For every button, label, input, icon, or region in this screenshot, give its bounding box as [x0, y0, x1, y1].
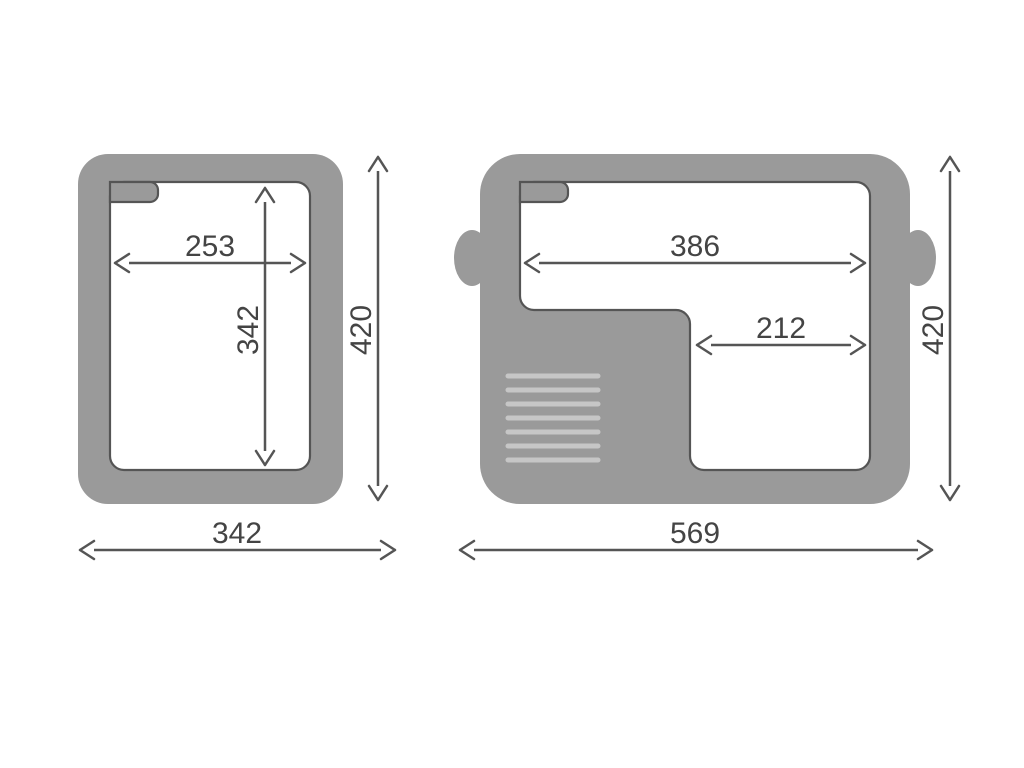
dim-right-inner-bottom-width-label: 212: [756, 312, 806, 345]
dim-left-inner-width-label: 253: [185, 230, 235, 263]
dim-left-outer-height-label: 420: [345, 305, 378, 355]
dim-right-outer-height-label: 420: [917, 305, 950, 355]
left-inner-notch: [110, 182, 158, 202]
left-inner-compartment: [110, 182, 310, 470]
dim-left-outer-width-label: 342: [212, 517, 262, 550]
vent-lines: [508, 376, 598, 460]
dim-right-inner-top-width-label: 386: [670, 230, 720, 263]
left-figure: [78, 154, 343, 504]
right-figure: [454, 154, 936, 504]
dim-left-inner-height-label: 342: [232, 305, 265, 355]
right-inner-notch: [520, 182, 568, 202]
dim-right-outer-width-label: 569: [670, 517, 720, 550]
